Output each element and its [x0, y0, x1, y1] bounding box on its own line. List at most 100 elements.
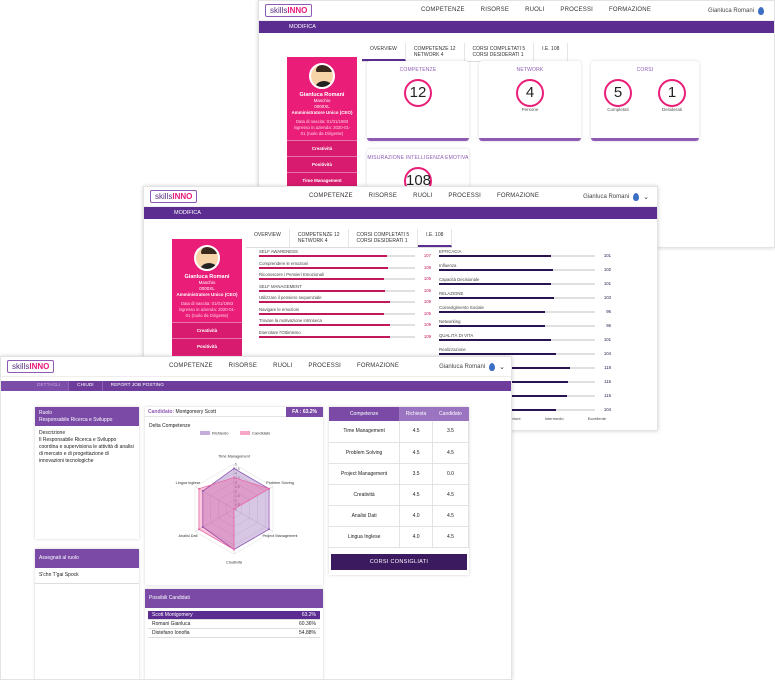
- profile-id: 0000XL: [314, 104, 330, 109]
- card-title: CORSI: [636, 67, 654, 73]
- competenza-name: Lingua Inglese: [329, 526, 401, 548]
- radar-axis-label: Creatività: [226, 561, 243, 565]
- meter-fill: [259, 266, 389, 269]
- window-profile-overview: skillsINNO COMPETENZE RISORSE RUOLI PROC…: [258, 0, 775, 248]
- radar-axis: [233, 508, 274, 532]
- tab-report-job-posting[interactable]: REPORT JOB POSTING: [101, 381, 172, 391]
- profile-id: 0000XL: [199, 286, 215, 291]
- competenza-name: Time Management: [329, 421, 401, 443]
- legend-swatch-required: [200, 431, 210, 435]
- list-item[interactable]: Romani Gianluca 60.36%: [148, 620, 320, 629]
- meter-fill: [259, 312, 384, 315]
- profile-gender: Maschio: [198, 280, 216, 285]
- assigned-person[interactable]: S'chn T'gai Spock: [35, 568, 139, 584]
- brand-logo[interactable]: skillsINNO: [265, 4, 313, 17]
- radar-tick-label: 0.5: [235, 503, 240, 507]
- tab-chiudi[interactable]: CHIUDI: [68, 381, 102, 391]
- tab-overview[interactable]: OVERVIEW: [246, 229, 290, 247]
- corsi-completed-count: 5: [604, 79, 632, 107]
- meter-value: 104: [603, 351, 611, 356]
- brand-logo[interactable]: skillsINNO: [150, 190, 198, 203]
- meter-value: 96: [606, 323, 611, 328]
- table-row: Problem Solving 4.5 4.5: [329, 442, 470, 464]
- nav-formazione[interactable]: FORMAZIONE: [497, 193, 540, 199]
- left-meter: SELF MANAGEMENT 106: [259, 284, 431, 293]
- nav-risorse[interactable]: RISORSE: [368, 193, 398, 199]
- meter-label: RELAZIONE: [439, 291, 464, 296]
- tab-competenze[interactable]: COMPETENZE 12 NETWORK 4: [406, 43, 465, 61]
- tab-ie[interactable]: I.E. 108: [534, 43, 569, 61]
- meter-track: [439, 325, 595, 327]
- tab-ie[interactable]: I.E. 108: [418, 229, 453, 247]
- required-value: 4.5: [399, 484, 433, 506]
- meter-value: 104: [603, 407, 611, 412]
- main-nav: COMPETENZE RISORSE RUOLI PROCESSI FORMAZ…: [169, 363, 399, 369]
- profile-skill-row: Positività: [287, 156, 357, 172]
- network-label: Persone: [521, 107, 539, 112]
- card-accent: [591, 138, 699, 141]
- nav-processi[interactable]: PROCESSI: [448, 193, 482, 199]
- list-item[interactable]: Scott Montgomery 63.2%: [148, 610, 320, 620]
- card-competenze[interactable]: COMPETENZE 12: [367, 61, 469, 141]
- meter-label: Realizzazione: [439, 347, 466, 352]
- corsi-consigliati-button[interactable]: CORSI CONSIGLIATI: [331, 553, 467, 570]
- profile-name: Gianluca Romani: [184, 274, 230, 280]
- card-title: COMPETENZE: [399, 67, 437, 73]
- list-item[interactable]: Distefano Ionofia 54.88%: [148, 629, 320, 638]
- meter-value: 108: [423, 264, 431, 270]
- tab-overview[interactable]: OVERVIEW: [362, 43, 406, 61]
- meter-value: 106: [423, 287, 431, 293]
- card-network[interactable]: NETWORK 4 Persone: [479, 61, 581, 141]
- nav-formazione[interactable]: FORMAZIONE: [609, 7, 652, 13]
- user-menu[interactable]: Gianluca Romani: [708, 7, 764, 15]
- edit-button[interactable]: MODIFICA: [174, 210, 201, 216]
- meter-label: Capacità Decisionale: [439, 277, 480, 282]
- nav-risorse[interactable]: RISORSE: [228, 363, 258, 369]
- radar-tick-label: 5: [235, 463, 237, 467]
- radar-axis: [194, 486, 235, 510]
- tab-competenze[interactable]: COMPETENZE 12 NETWORK 4: [290, 229, 349, 247]
- meter-fill: [259, 255, 387, 257]
- user-menu[interactable]: Gianluca Romani ⌄: [583, 193, 649, 201]
- avatar: [194, 245, 220, 271]
- col-candidato: Candidato: [432, 407, 470, 421]
- table-row: Project Management 3.5 0.0: [329, 463, 470, 485]
- radar-point-candidate: [197, 528, 200, 531]
- role-description: Il Responsabile Ricerca e Sviluppo coord…: [39, 437, 134, 464]
- card-corsi[interactable]: CORSI 5 Completati 1 Desiderati: [591, 61, 699, 141]
- edit-button[interactable]: MODIFICA: [289, 24, 316, 30]
- nav-formazione[interactable]: FORMAZIONE: [357, 363, 400, 369]
- nav-competenze[interactable]: COMPETENZE: [421, 7, 465, 13]
- tab-dettagli[interactable]: DETTAGLI: [1, 381, 69, 391]
- radar-tick-label: 3: [235, 481, 237, 485]
- nav-processi[interactable]: PROCESSI: [308, 363, 342, 369]
- nav-competenze[interactable]: COMPETENZE: [169, 363, 213, 369]
- nav-ruoli[interactable]: RUOLI: [273, 363, 293, 369]
- meter-fill: [439, 311, 546, 313]
- table-row: Analisi Dati 4.0 4.5: [329, 505, 470, 527]
- user-menu[interactable]: Gianluca Romani ⌄: [439, 363, 505, 371]
- nav-ruoli[interactable]: RUOLI: [525, 7, 545, 13]
- radar-tick-label: 2.5: [235, 485, 240, 489]
- profile-skill-row: Creatività: [172, 322, 242, 338]
- tab-corsi[interactable]: CORSI COMPLETATI 5 CORSI DESIDERATI 1: [465, 43, 535, 61]
- candidate-pct: 63.2%: [301, 611, 316, 618]
- meter-label: Influenza: [439, 263, 457, 268]
- meter-value: 101: [603, 253, 611, 258]
- profile-role: Amministratore Unico (CEO): [291, 110, 353, 115]
- tab-corsi[interactable]: CORSI COMPLETATI 5 CORSI DESIDERATI 1: [349, 229, 419, 247]
- nav-processi[interactable]: PROCESSI: [560, 7, 594, 13]
- left-meter: Comprendere le emozioni 108: [259, 261, 431, 270]
- nav-competenze[interactable]: COMPETENZE: [309, 193, 353, 199]
- competenze-count: 12: [404, 79, 432, 107]
- meter-value: 115: [604, 393, 611, 398]
- competenza-name: Creatività: [329, 484, 401, 506]
- nav-ruoli[interactable]: RUOLI: [413, 193, 433, 199]
- brand-logo[interactable]: skillsINNO: [7, 360, 55, 373]
- legend-high: Eccellente: [587, 416, 607, 421]
- description-label: Descrizione: [39, 430, 66, 436]
- nav-risorse[interactable]: RISORSE: [480, 7, 510, 13]
- col-richiesta: Richiesta: [399, 407, 433, 421]
- profile-name: Gianluca Romani: [299, 92, 345, 98]
- card-accent: [367, 138, 469, 141]
